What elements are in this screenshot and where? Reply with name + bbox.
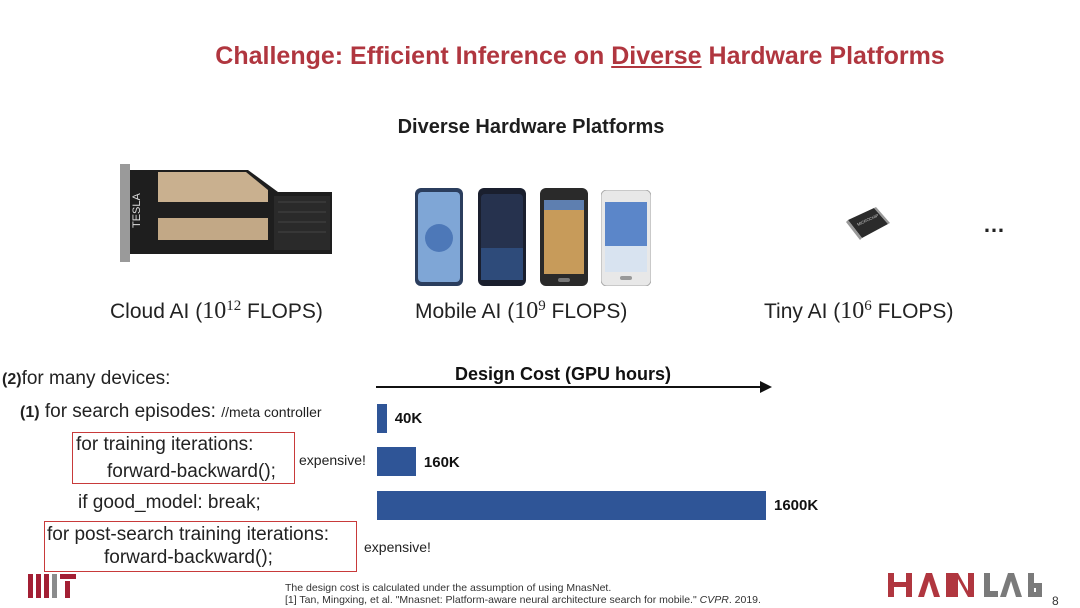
axis-arrow-head (760, 381, 772, 393)
code-line-search-episodes: (1) for search episodes: //meta controll… (20, 401, 322, 422)
phone-2-image (478, 188, 526, 291)
bar-label-40k: 40K (394, 410, 423, 427)
phone-3-image (540, 188, 588, 291)
section-subtitle: Diverse Hardware Platforms (397, 116, 665, 138)
mit-logo (28, 574, 76, 603)
bar-label-160k: 160K (423, 454, 460, 471)
code-line-good-model: if good_model: break; (78, 492, 261, 513)
bar-post-search (377, 491, 766, 520)
expensive-note-1: expensive! (299, 452, 366, 468)
gpu-logo-text: TESLA (131, 192, 143, 228)
gpu-card-image: TESLA (118, 162, 336, 264)
footnote-line-1: The design cost is calculated under the … (285, 582, 612, 594)
code-line-forward-backward-2: forward-backward(); (104, 547, 273, 568)
bar-search-episodes (377, 404, 387, 433)
han-lab-logo (888, 571, 1048, 606)
footnote-line-2: [1] Tan, Mingxing, et al. "Mnasnet: Plat… (285, 594, 761, 606)
bar-training-iterations (377, 447, 416, 476)
chart-title: Design Cost (GPU hours) (455, 364, 672, 384)
slide-title: Challenge: Efficient Inference on Divers… (215, 42, 945, 70)
code-line-devices: (2)for many devices: (2, 368, 171, 389)
code-line-training-iterations: for training iterations: (76, 434, 254, 455)
training-iterations-box (72, 432, 295, 484)
platform-label-cloud: Cloud AI (1012 FLOPS) (110, 298, 323, 324)
page-number: 8 (1052, 594, 1059, 608)
design-cost-axis (376, 386, 764, 388)
microcontroller-chip-image: MICROCHIP (842, 206, 892, 247)
phone-4-image (600, 189, 652, 291)
bar-label-1600k: 1600K (774, 497, 819, 514)
expensive-note-2: expensive! (364, 539, 431, 555)
title-underlined-word: Diverse (611, 42, 702, 70)
phone-1-image (415, 188, 463, 291)
code-line-post-search: for post-search training iterations: (47, 524, 329, 545)
footnote: The design cost is calculated under the … (285, 582, 761, 606)
post-search-box (44, 521, 357, 572)
more-platforms-ellipsis: … (983, 212, 1005, 237)
code-line-forward-backward-1: forward-backward(); (107, 461, 276, 482)
meta-controller-comment: //meta controller (221, 404, 322, 420)
platform-label-mobile: Mobile AI (109 FLOPS) (415, 298, 628, 324)
platform-label-tiny: Tiny AI (106 FLOPS) (764, 298, 954, 324)
